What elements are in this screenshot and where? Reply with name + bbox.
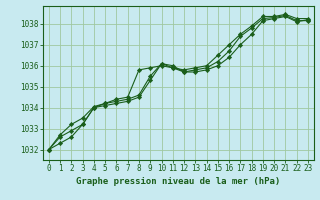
X-axis label: Graphe pression niveau de la mer (hPa): Graphe pression niveau de la mer (hPa) xyxy=(76,177,281,186)
